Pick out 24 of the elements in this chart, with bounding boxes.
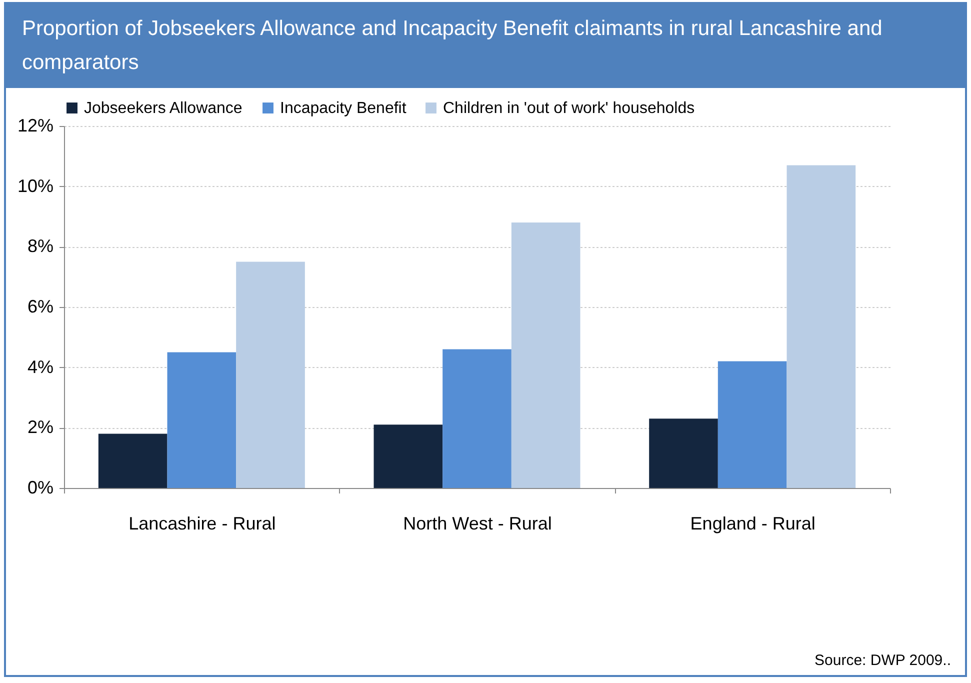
bar [718,361,787,488]
x-tick-label: Lancashire - Rural [128,514,276,534]
bar [374,424,443,488]
x-tick-label: North West - Rural [403,514,552,534]
y-tick-label: 10% [17,176,54,196]
bar [511,222,580,488]
y-tick-label: 0% [27,478,54,498]
bar [236,262,305,488]
x-tick-label: England - Rural [690,514,816,534]
y-tick-label: 12% [17,116,54,136]
bar [786,165,856,488]
y-tick-label: 2% [27,417,54,438]
bar [442,349,512,488]
y-tick-label: 4% [27,356,54,377]
bar [98,434,168,488]
bar [167,352,236,488]
y-tick-label: 8% [27,236,54,256]
legend-label: Jobseekers Allowance [84,100,242,117]
legend-label: Incapacity Benefit [280,100,407,117]
source-note: Source: DWP 2009.. [814,652,951,669]
chart-title: Proportion of Jobseekers Allowance and Incapacity Benefit claimants in rural Lancashire and comparators [6,4,965,88]
legend-label: Children in 'out of work' households [443,100,695,117]
y-tick-label: 6% [27,296,54,316]
bar [649,418,718,488]
